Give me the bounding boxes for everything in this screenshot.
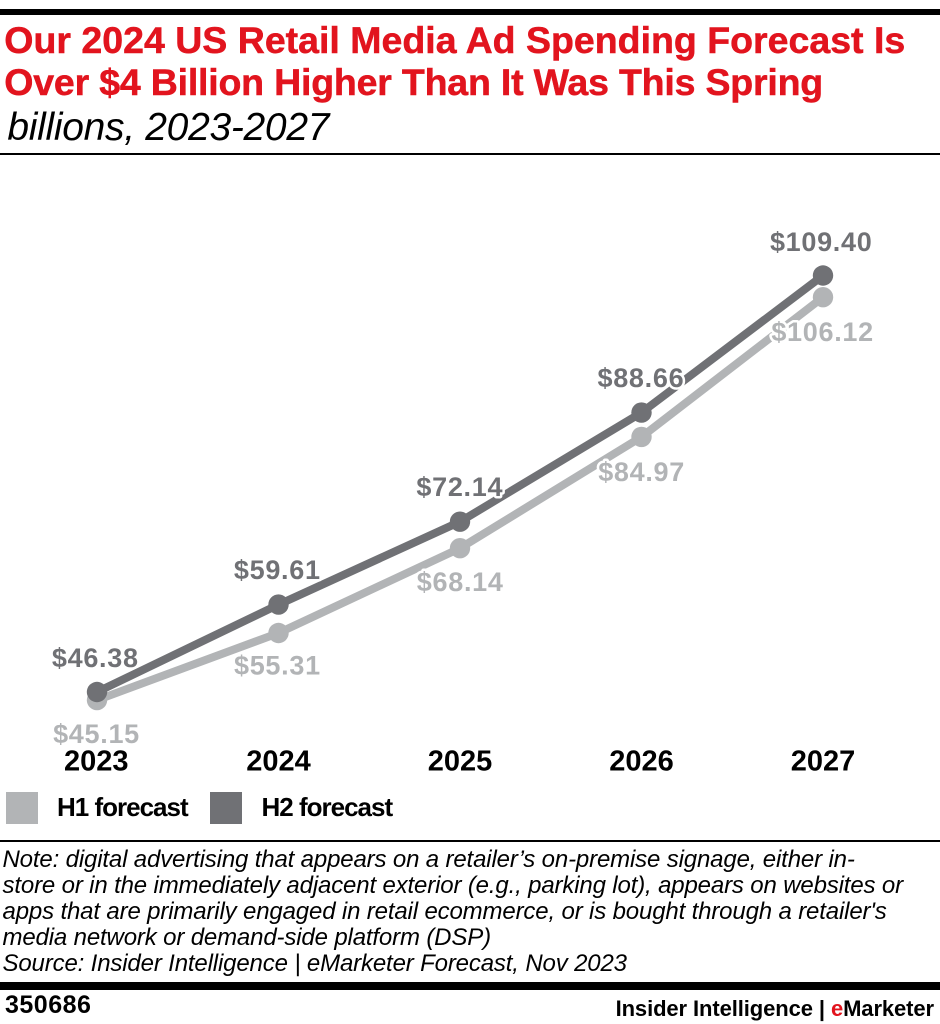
svg-text:$55.31: $55.31	[234, 651, 321, 681]
svg-text:$106.12: $106.12	[771, 317, 874, 347]
svg-text:$88.66: $88.66	[598, 363, 685, 393]
svg-text:$84.97: $84.97	[598, 457, 685, 487]
svg-text:$68.14: $68.14	[417, 567, 504, 597]
svg-text:2026: 2026	[609, 746, 674, 778]
svg-text:2027: 2027	[791, 746, 856, 778]
svg-text:$46.38: $46.38	[52, 643, 139, 673]
svg-text:$72.14: $72.14	[416, 472, 503, 502]
svg-text:2025: 2025	[428, 746, 493, 778]
svg-text:$109.40: $109.40	[770, 227, 873, 257]
svg-text:2023: 2023	[64, 746, 129, 778]
svg-text:$45.15: $45.15	[53, 719, 140, 749]
svg-text:$59.61: $59.61	[234, 555, 321, 585]
svg-text:2024: 2024	[246, 746, 311, 778]
